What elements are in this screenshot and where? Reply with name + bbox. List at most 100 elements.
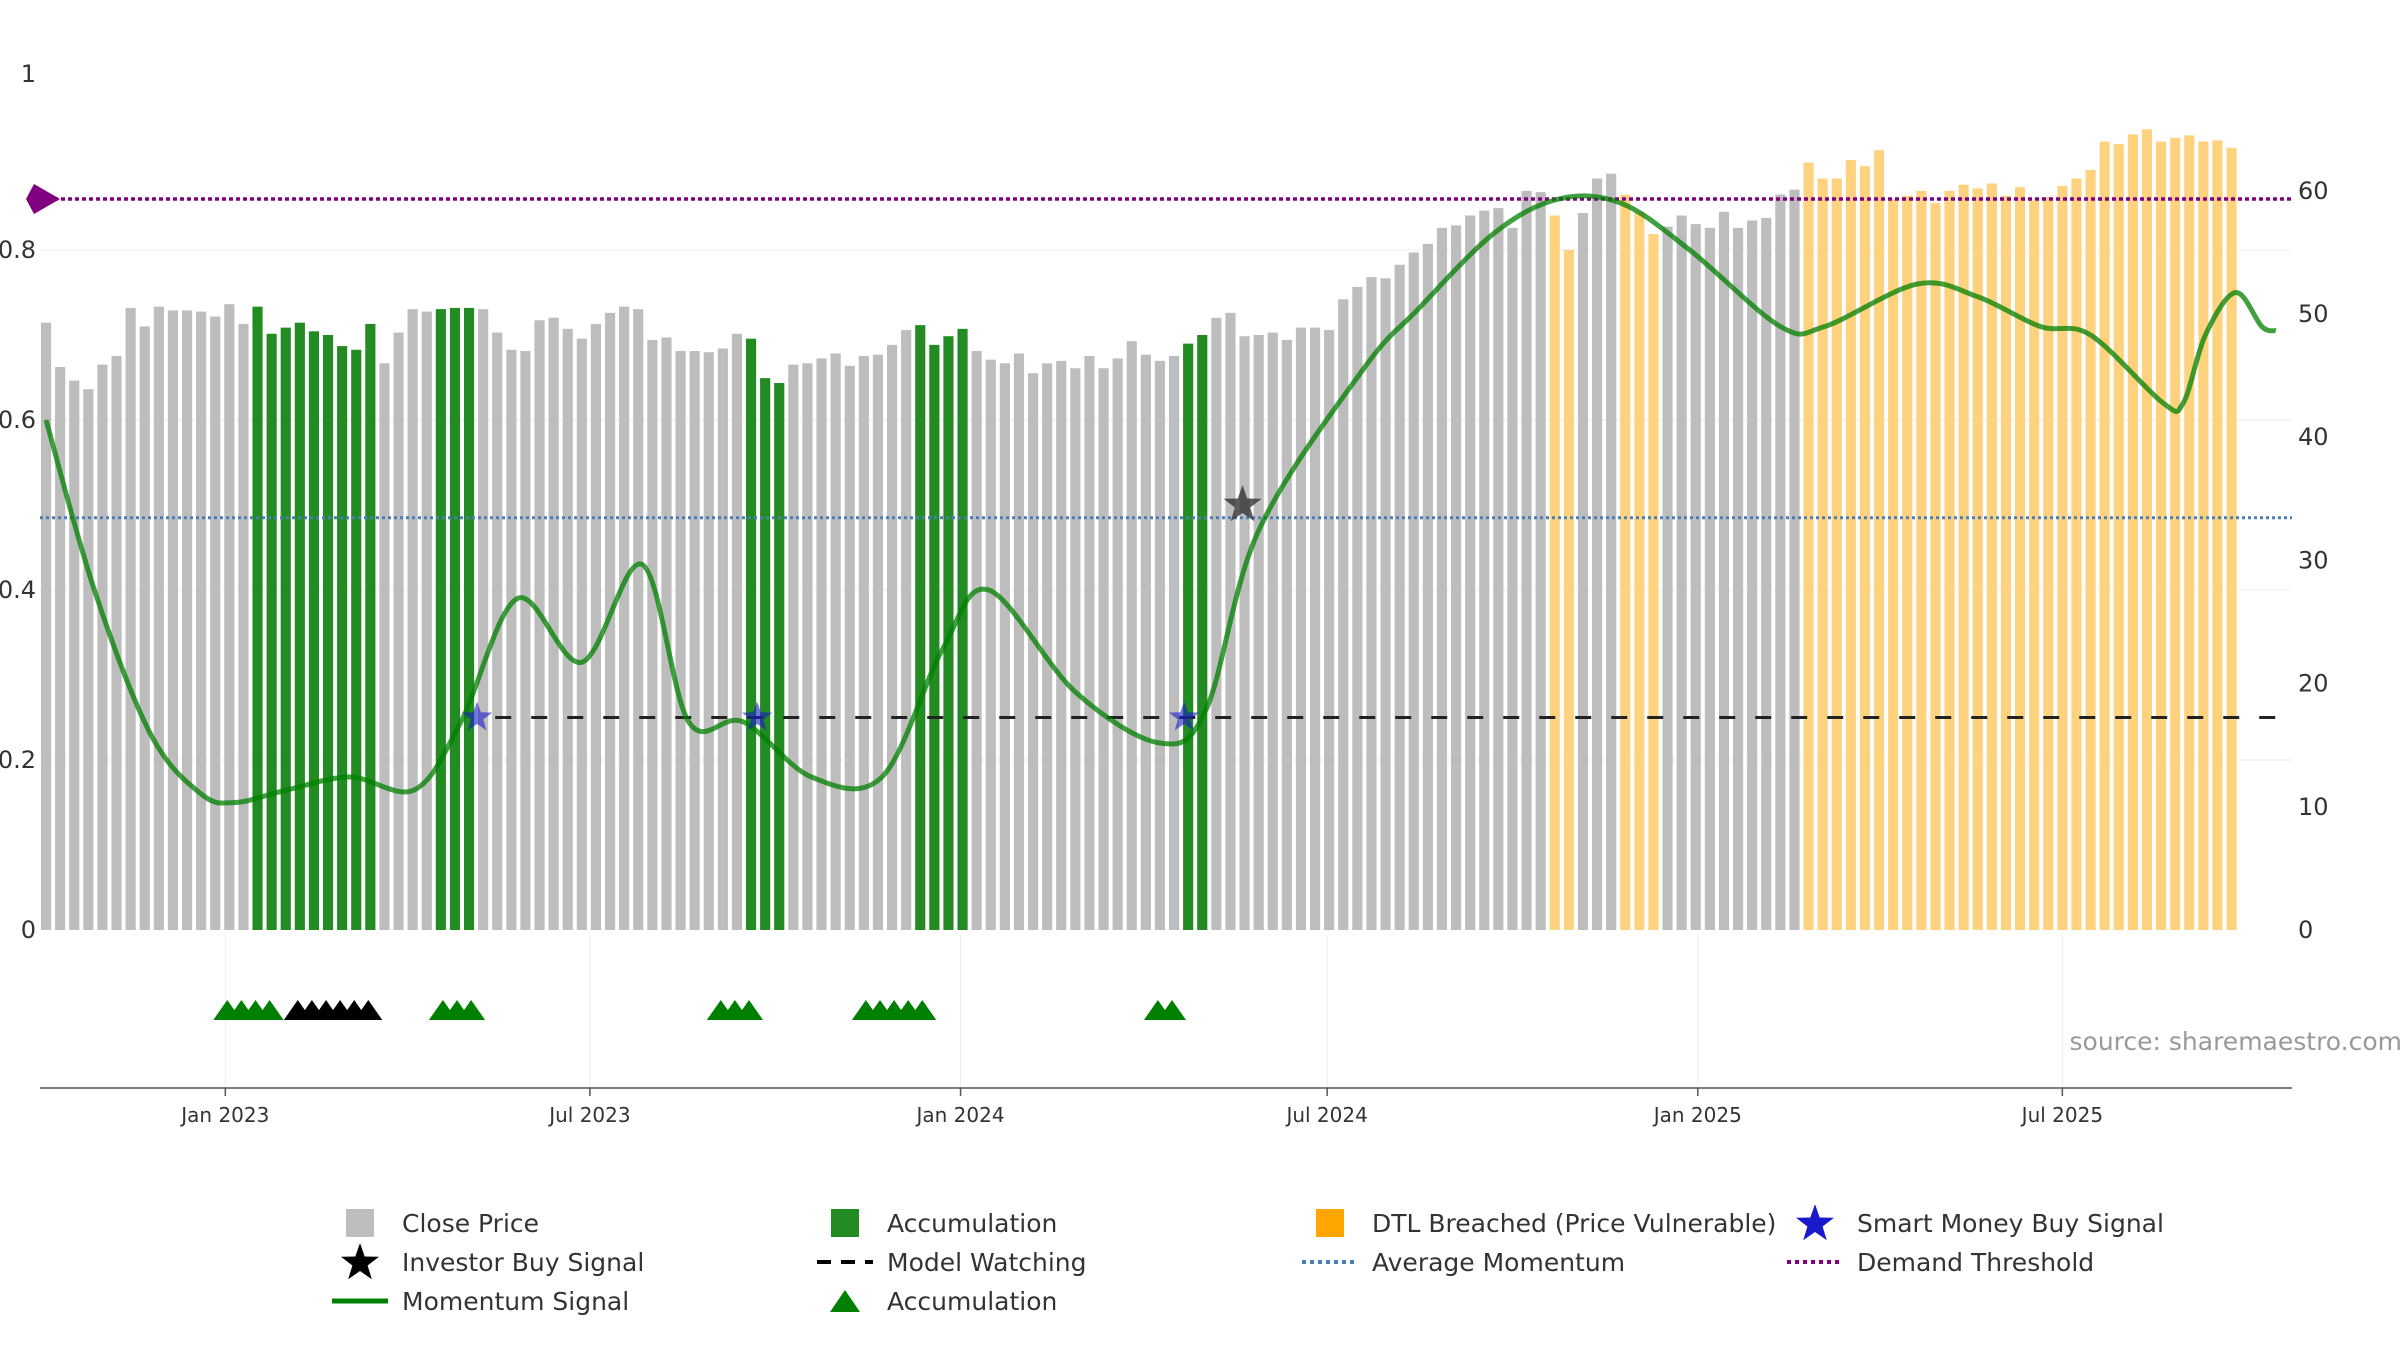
accumulation-bar [774, 383, 785, 931]
legend-label: DTL Breached (Price Vulnerable) [1372, 1208, 1777, 1238]
dtl-breached-bar [1803, 162, 1814, 930]
close-price-bar [562, 328, 573, 930]
dtl-breached-bar [2127, 134, 2138, 931]
close-price-bar [210, 316, 221, 930]
close-price-bar [393, 332, 404, 930]
close-price-bar [1253, 335, 1264, 930]
dtl-breached-bar [2043, 197, 2054, 930]
demand-threshold-marker [26, 184, 60, 214]
legend-item: Demand Threshold [1785, 1244, 2094, 1280]
close-price-bar [689, 351, 700, 930]
accumulation-bar [915, 325, 926, 931]
legend-label: Demand Threshold [1857, 1247, 2095, 1277]
y-right-tick-label: 0 [2298, 916, 2313, 944]
legend-label: Accumulation [887, 1208, 1058, 1238]
legend-item: Close Price [330, 1205, 539, 1241]
accumulation-triangle [255, 1000, 284, 1020]
legend-label: Smart Money Buy Signal [1857, 1208, 2164, 1238]
close-price-bar [55, 367, 66, 930]
close-price-bar [1366, 277, 1377, 930]
close-price-bar [1704, 227, 1715, 931]
close-price-bar [1380, 278, 1391, 930]
close-price-bar [1775, 194, 1786, 931]
legend-item: Model Watching [815, 1244, 1087, 1280]
dtl-breached-bar [1972, 188, 1983, 931]
close-price-bar [731, 333, 743, 930]
close-price-bar [1732, 227, 1744, 931]
accumulation-panel [213, 1000, 1186, 1020]
close-price-bar [407, 309, 418, 930]
accumulation-triangle [457, 1000, 486, 1020]
close-price-bar [590, 323, 602, 930]
dtl-breached-bar [1873, 150, 1885, 930]
x-tick-label: Jul 2023 [547, 1103, 630, 1127]
dtl-breached-bar [1831, 178, 1842, 930]
close-price-bar [844, 365, 855, 930]
close-price-bar [1013, 353, 1025, 930]
y-right-tick-label: 60 [2298, 177, 2329, 205]
momentum-signal [43, 193, 2277, 806]
y-left-tick-label: 0.8 [0, 236, 36, 264]
dtl-breached-bar [1634, 211, 1645, 931]
legend-item: Accumulation [815, 1205, 1057, 1241]
close-price-bar [1606, 173, 1617, 931]
y-left-tick-label: 0.6 [0, 406, 36, 434]
close-price-bar [1662, 226, 1673, 930]
close-price-bar [1070, 368, 1081, 930]
close-price-bar [1394, 264, 1405, 931]
close-price-bar [139, 326, 150, 930]
accumulation-triangle [1158, 1000, 1186, 1020]
close-price-bar [619, 306, 630, 931]
accumulation-bar [745, 338, 757, 930]
investor-buy-star [1223, 485, 1262, 522]
close-price-bar [1535, 192, 1546, 931]
close-price-bar [872, 354, 884, 930]
accumulation-bar [351, 349, 362, 931]
dtl-breached-bar [2226, 147, 2237, 931]
legend-triangle-icon [815, 1283, 875, 1319]
close-price-bar [1676, 215, 1687, 930]
dtl-breached-bar [1930, 203, 1941, 930]
legend-item: Momentum Signal [330, 1283, 629, 1319]
close-price-bar [478, 309, 489, 930]
dtl-breached-bar [2029, 200, 2040, 931]
legend-item: Investor Buy Signal [330, 1244, 644, 1280]
legend: Close Price Accumulation DTL Breached (Pri… [0, 1205, 2400, 1345]
close-price-bar [379, 363, 390, 930]
close-price-bar [1295, 327, 1307, 930]
close-price-bar [576, 338, 587, 930]
x-tick-label: Jan 2025 [1652, 1103, 1742, 1127]
close-price-bar [858, 355, 869, 930]
accumulation-bar [760, 378, 771, 930]
close-price-bar [1239, 336, 1250, 930]
smart-money-buy-star [461, 701, 493, 731]
close-price-bar [111, 355, 122, 930]
close-price-bar [633, 309, 644, 930]
dtl-breached-bar [1888, 199, 1899, 931]
legend-item: Smart Money Buy Signal [1785, 1205, 2164, 1241]
close-price-bar [1465, 215, 1476, 930]
legend-label: Momentum Signal [402, 1286, 630, 1316]
close-price-bar [1507, 227, 1518, 931]
accumulation-bar [957, 328, 968, 930]
legend-label: Investor Buy Signal [402, 1247, 645, 1277]
close-price-bar [675, 351, 686, 930]
legend-label: Average Momentum [1372, 1247, 1626, 1277]
close-price-bar [802, 363, 813, 930]
legend-item: Accumulation [815, 1283, 1057, 1319]
dtl-breached-bar [2014, 187, 2026, 930]
close-price-bar [1126, 341, 1137, 930]
close-price-bar [1154, 360, 1166, 930]
close-price-bar [703, 352, 714, 931]
source-label: source: sharemaestro.com [2070, 1027, 2400, 1056]
close-price-bar [1577, 213, 1589, 931]
close-price-bar [1140, 354, 1151, 930]
close-price-bar [1098, 368, 1109, 930]
close-price-bar [520, 351, 531, 930]
accumulation-bar [463, 307, 475, 930]
reference-lines [26, 184, 2292, 719]
close-price-bar [1479, 210, 1490, 930]
close-price-bar [1211, 317, 1222, 930]
dtl-breached-bar [2212, 140, 2223, 931]
y-left-tick-label: 0.4 [0, 576, 36, 604]
